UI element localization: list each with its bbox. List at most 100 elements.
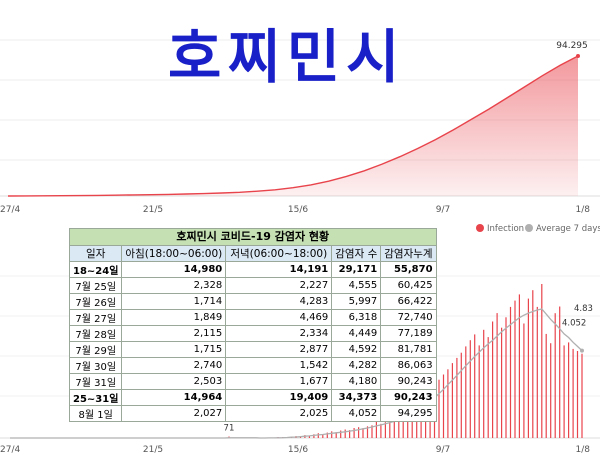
table-cell: 77,189 <box>380 325 437 342</box>
x-tick-label: 27/4 <box>0 445 20 455</box>
daily-bar <box>483 329 485 438</box>
legend-infection-marker <box>476 224 484 232</box>
table-cell: 90,243 <box>380 373 437 390</box>
table-cell: 29,171 <box>331 261 382 278</box>
table-cell: 86,063 <box>380 357 437 374</box>
daily-bar <box>438 379 440 438</box>
table-cell: 19,409 <box>225 389 333 406</box>
table-cell: 34,373 <box>331 389 382 406</box>
annotation-label: 4.052 <box>562 318 586 328</box>
daily-bar <box>541 284 543 438</box>
daily-bar <box>487 337 489 438</box>
table-cell: 7월 31일 <box>68 373 123 390</box>
cumulative-infection-chart: 94.295 27/4 21/5 15/6 9/7 1/8 <box>0 39 600 215</box>
x-tick-label: 9/7 <box>436 205 450 215</box>
infection-stats-table: 호찌민시 코비드-19 감염자 현황 일자 아침(18:00~06:00) 저녁… <box>68 228 437 422</box>
table-cell: 1,677 <box>225 373 333 390</box>
daily-bar <box>442 374 445 438</box>
table-cell: 7월 26일 <box>68 293 123 310</box>
table-row: 7월 26일 1,714 4,283 5,997 66,422 <box>68 293 437 310</box>
annotation-label: 4.83 <box>574 304 593 314</box>
cumulative-area <box>8 56 578 196</box>
daily-bar <box>358 427 360 438</box>
table-row: 7월 27일 1,849 4,469 6,318 72,740 <box>68 309 437 326</box>
daily-bar <box>559 306 561 438</box>
daily-bar <box>402 413 404 438</box>
column-header-cumulative: 감염자누계 <box>380 245 437 262</box>
daily-bar <box>366 426 369 438</box>
table-cell: 4,469 <box>225 309 333 326</box>
annotation-label: 71 <box>224 424 235 434</box>
table-row: 7월 30일 2,740 1,542 4,282 86,063 <box>68 357 437 374</box>
table-cell: 2,328 <box>121 277 227 294</box>
table-cell: 2,877 <box>225 341 333 358</box>
table-row: 8월 1일 2,027 2,025 4,052 94,295 <box>68 405 437 422</box>
x-tick-label: 15/6 <box>288 205 308 215</box>
daily-bar <box>335 432 337 438</box>
table-cell: 1,715 <box>121 341 227 358</box>
daily-bar <box>501 327 503 438</box>
daily-bar <box>340 430 342 438</box>
average-line <box>10 308 583 439</box>
average-end-point <box>580 348 584 353</box>
daily-bar <box>478 345 480 438</box>
table-row: 7월 29일 1,715 2,877 4,592 81,781 <box>68 341 437 358</box>
daily-bar <box>496 313 498 438</box>
daily-bar <box>384 422 386 438</box>
peak-point <box>576 54 580 58</box>
daily-bar <box>344 429 346 438</box>
peak-value-label: 94.295 <box>556 41 588 51</box>
column-header-date: 일자 <box>68 245 123 262</box>
legend-infection-label: Infection <box>487 224 524 234</box>
table-cell: 4,052 <box>331 405 382 422</box>
daily-bar <box>509 306 512 438</box>
table-cell: 90,243 <box>380 389 437 406</box>
daily-bar <box>505 317 507 438</box>
x-tick-label: 1/8 <box>576 445 591 455</box>
daily-bar <box>326 432 328 438</box>
table-row: 18~24일 14,980 14,191 29,171 55,870 <box>68 261 437 278</box>
daily-bar <box>349 430 351 438</box>
x-tick-label: 1/8 <box>576 205 591 215</box>
x-tick-label: 21/5 <box>143 445 163 455</box>
daily-bar <box>308 435 310 438</box>
table-cell: 2,025 <box>225 405 333 422</box>
daily-bar <box>313 434 315 438</box>
table-cell: 66,422 <box>380 293 437 310</box>
daily-bar <box>514 300 516 438</box>
daily-bar <box>568 342 570 438</box>
daily-bar <box>447 369 449 438</box>
table-cell: 60,425 <box>380 277 437 294</box>
table-cell: 55,870 <box>380 261 437 278</box>
daily-bar <box>474 334 476 438</box>
daily-bar <box>411 406 413 438</box>
column-header-morning: 아침(18:00~06:00) <box>121 245 227 262</box>
daily-bar <box>375 421 377 438</box>
daily-bar <box>456 357 458 438</box>
table-row: 25~31일 14,964 19,409 34,373 90,243 <box>68 389 437 406</box>
daily-bar <box>380 423 382 438</box>
x-tick-label: 27/4 <box>0 205 20 215</box>
daily-bar <box>465 346 467 438</box>
daily-bar <box>317 433 319 438</box>
table-cell: 72,740 <box>380 309 437 326</box>
table-cell: 4,283 <box>225 293 333 310</box>
daily-bar <box>576 351 579 438</box>
table-cell: 1,849 <box>121 309 227 326</box>
daily-bar <box>460 352 462 438</box>
daily-bar <box>518 294 520 438</box>
table-cell: 4,180 <box>331 373 382 390</box>
daily-bar <box>407 409 409 438</box>
daily-bar <box>362 428 364 438</box>
table-cell: 2,227 <box>225 277 333 294</box>
table-cell: 94,295 <box>380 405 437 422</box>
daily-bar <box>331 431 333 438</box>
daily-bar <box>389 419 391 438</box>
daily-bar <box>322 434 324 438</box>
table-cell: 8월 1일 <box>68 405 123 422</box>
table-row: 7월 25일 2,328 2,227 4,555 60,425 <box>68 277 437 294</box>
daily-bar <box>527 298 529 438</box>
table-cell: 7월 25일 <box>68 277 123 294</box>
daily-bar <box>451 363 453 438</box>
table-cell: 14,191 <box>225 261 333 278</box>
